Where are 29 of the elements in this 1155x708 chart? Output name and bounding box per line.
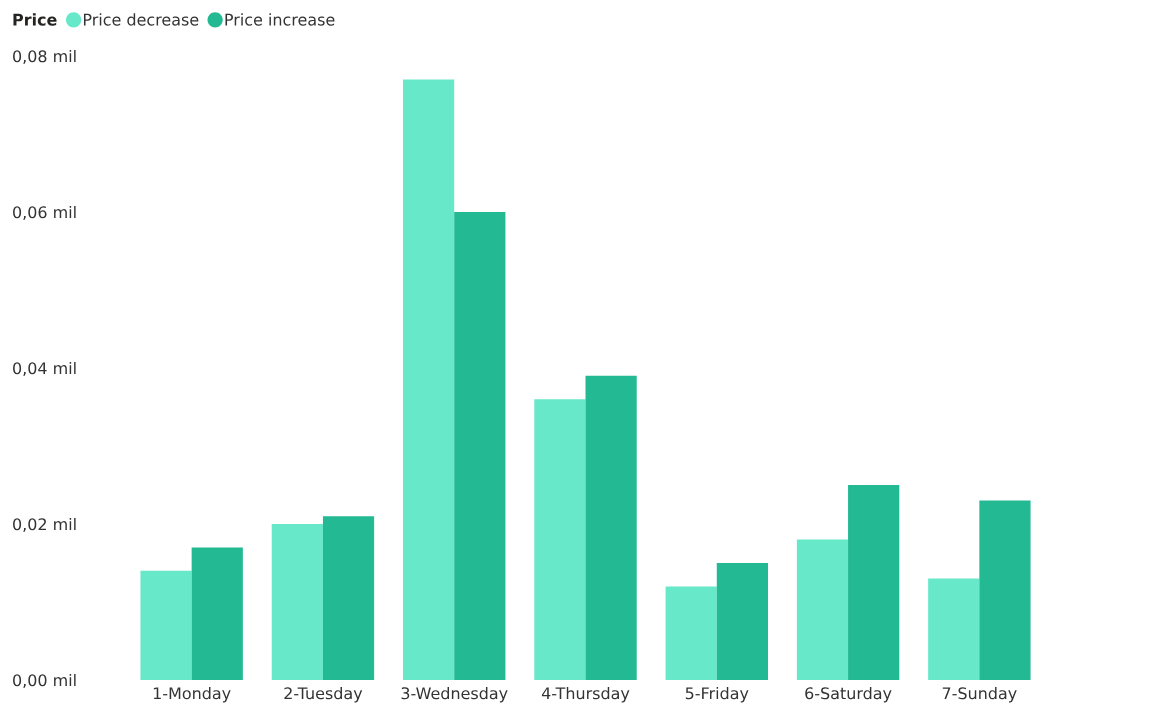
- bar: [140, 570, 192, 680]
- legend-label: Price decrease: [83, 13, 199, 26]
- bar: [403, 79, 455, 680]
- x-tick-label: 4-Thursday: [541, 686, 630, 703]
- bar: [928, 578, 980, 680]
- bar: [585, 375, 637, 680]
- bar: [848, 485, 900, 680]
- legend-title: Price: [13, 13, 57, 26]
- x-tick-label: 3-Wednesday: [401, 686, 508, 703]
- x-tick-label: 7-Sunday: [942, 686, 1017, 703]
- x-tick-label: 6-Saturday: [805, 686, 892, 703]
- bar: [716, 563, 768, 680]
- bar: [454, 212, 506, 680]
- bar: [322, 516, 375, 680]
- legend-label: Price increase: [225, 13, 335, 26]
- bar: [796, 539, 849, 680]
- x-tick-label: 5-Friday: [685, 686, 749, 703]
- y-tick-label: 0,02 mil: [13, 517, 76, 532]
- bar: [665, 586, 717, 680]
- bar: [534, 399, 586, 680]
- bar: [979, 500, 1031, 680]
- y-tick-label: 0,06 mil: [13, 205, 76, 220]
- y-tick-label: 0,08 mil: [13, 49, 76, 64]
- y-tick-label: 0,04 mil: [13, 361, 76, 376]
- x-tick-label: 2-Tuesday: [284, 686, 363, 703]
- bar: [191, 547, 243, 680]
- y-tick-label: 0,00 mil: [13, 673, 76, 688]
- bar: [271, 524, 323, 680]
- x-tick-label: 1-Monday: [153, 686, 231, 703]
